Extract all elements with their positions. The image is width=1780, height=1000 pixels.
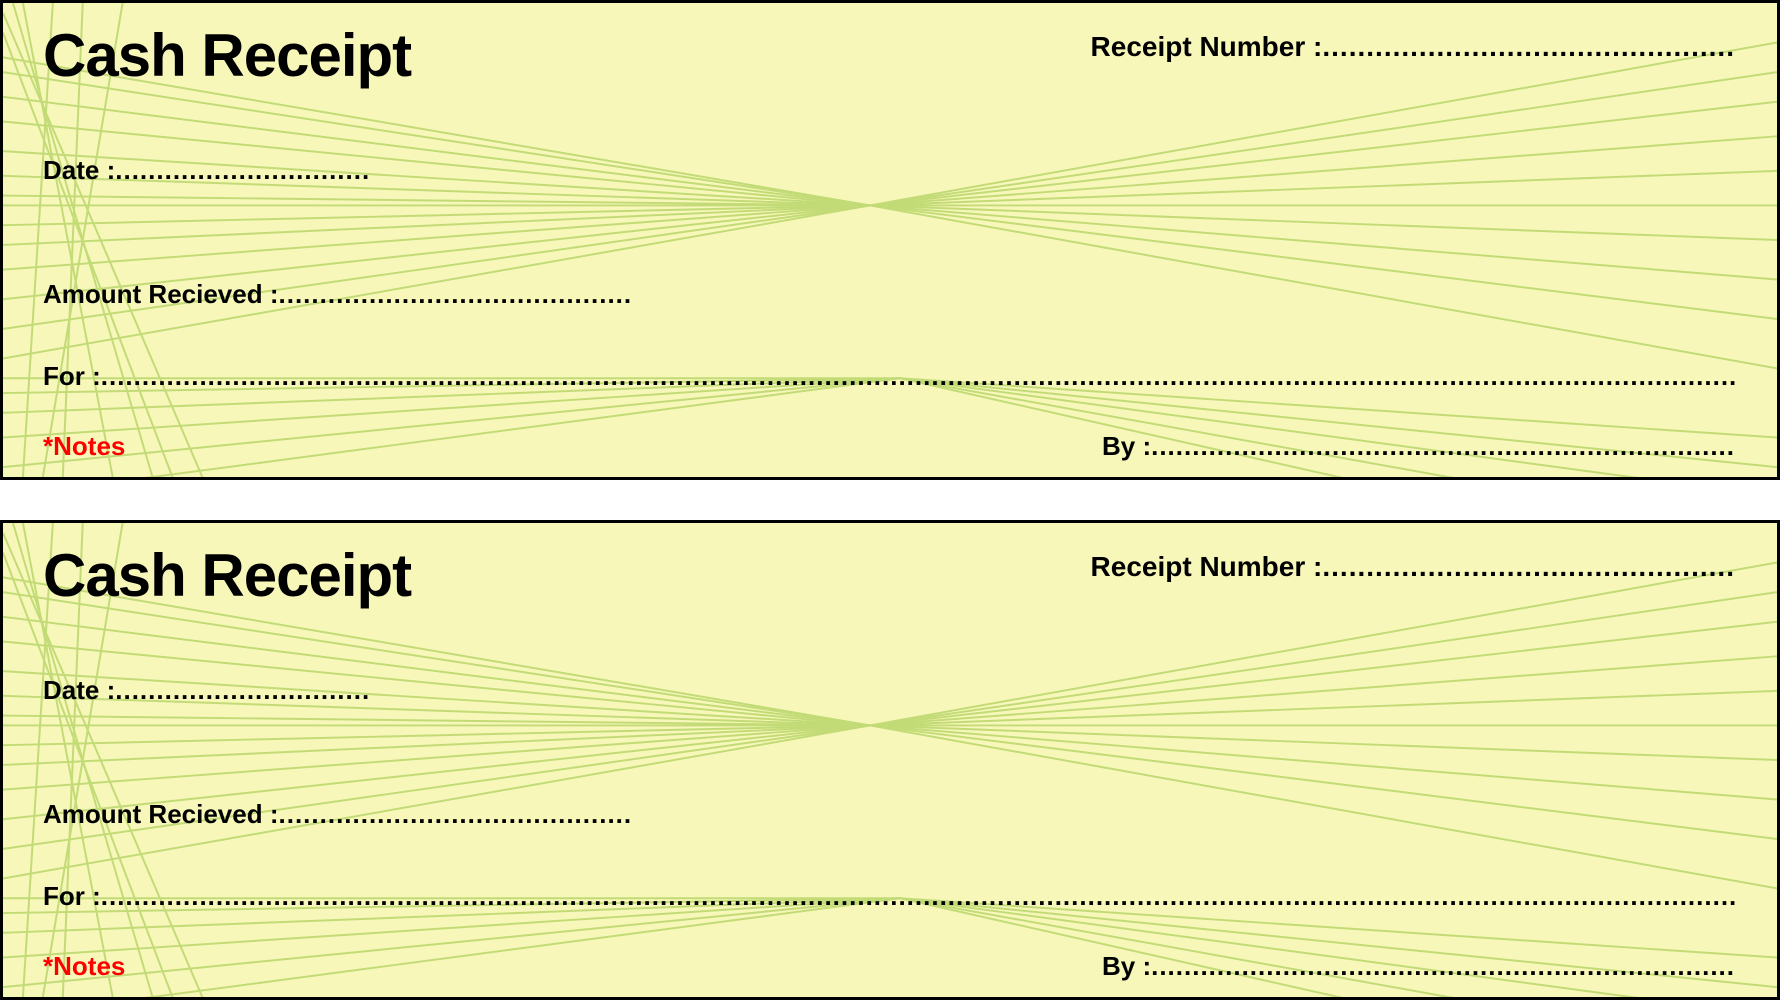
- field-amount-received: Amount Recieved :.......................…: [43, 799, 632, 830]
- field-by: By :....................................…: [1102, 951, 1735, 982]
- field-by: By :....................................…: [1102, 431, 1735, 462]
- label-by: By :: [1102, 431, 1151, 462]
- label-receipt-number: Receipt Number :: [1091, 551, 1323, 583]
- notes-asterisk: *: [43, 431, 53, 462]
- field-amount-received: Amount Recieved :.......................…: [43, 279, 632, 310]
- dots-amount: ........................................…: [279, 279, 633, 310]
- cash-receipt: Cash ReceiptReceipt Number :............…: [0, 0, 1780, 480]
- dots-for: ........................................…: [101, 881, 1735, 912]
- field-date: Date :...............................: [43, 155, 370, 186]
- dots-amount: ........................................…: [279, 799, 633, 830]
- dots-by: ........................................…: [1151, 431, 1735, 462]
- label-by: By :: [1102, 951, 1151, 982]
- receipt-content: Cash ReceiptReceipt Number :............…: [3, 3, 1777, 477]
- field-for: For :...................................…: [43, 361, 1735, 392]
- field-notes: *Notes: [43, 951, 125, 982]
- dots-date: ...............................: [115, 155, 370, 186]
- field-receipt-number: Receipt Number :........................…: [1091, 31, 1735, 63]
- notes-asterisk: *: [43, 951, 53, 982]
- field-notes: *Notes: [43, 431, 125, 462]
- label-amount: Amount Recieved :: [43, 799, 279, 830]
- label-for: For :: [43, 361, 101, 392]
- cash-receipt: Cash ReceiptReceipt Number :............…: [0, 520, 1780, 1000]
- label-notes: Notes: [53, 431, 125, 462]
- dots-by: ........................................…: [1151, 951, 1735, 982]
- dots-for: ........................................…: [101, 361, 1735, 392]
- label-amount: Amount Recieved :: [43, 279, 279, 310]
- label-receipt-number: Receipt Number :: [1091, 31, 1323, 63]
- label-notes: Notes: [53, 951, 125, 982]
- dots-date: ...............................: [115, 675, 370, 706]
- dots-receipt-number: ........................................…: [1322, 31, 1735, 63]
- field-date: Date :...............................: [43, 675, 370, 706]
- dots-receipt-number: ........................................…: [1322, 551, 1735, 583]
- label-date: Date :: [43, 675, 115, 706]
- receipt-content: Cash ReceiptReceipt Number :............…: [3, 523, 1777, 997]
- label-date: Date :: [43, 155, 115, 186]
- field-for: For :...................................…: [43, 881, 1735, 912]
- field-receipt-number: Receipt Number :........................…: [1091, 551, 1735, 583]
- label-for: For :: [43, 881, 101, 912]
